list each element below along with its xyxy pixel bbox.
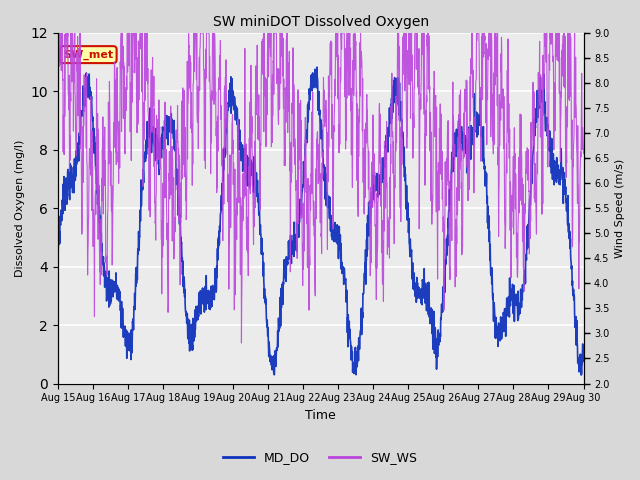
Y-axis label: Dissolved Oxygen (mg/l): Dissolved Oxygen (mg/l) (15, 140, 25, 277)
Title: SW miniDOT Dissolved Oxygen: SW miniDOT Dissolved Oxygen (212, 15, 429, 29)
Legend: MD_DO, SW_WS: MD_DO, SW_WS (218, 446, 422, 469)
Y-axis label: Wind Speed (m/s): Wind Speed (m/s) (615, 158, 625, 258)
X-axis label: Time: Time (305, 409, 336, 422)
Text: SW_met: SW_met (63, 49, 113, 60)
